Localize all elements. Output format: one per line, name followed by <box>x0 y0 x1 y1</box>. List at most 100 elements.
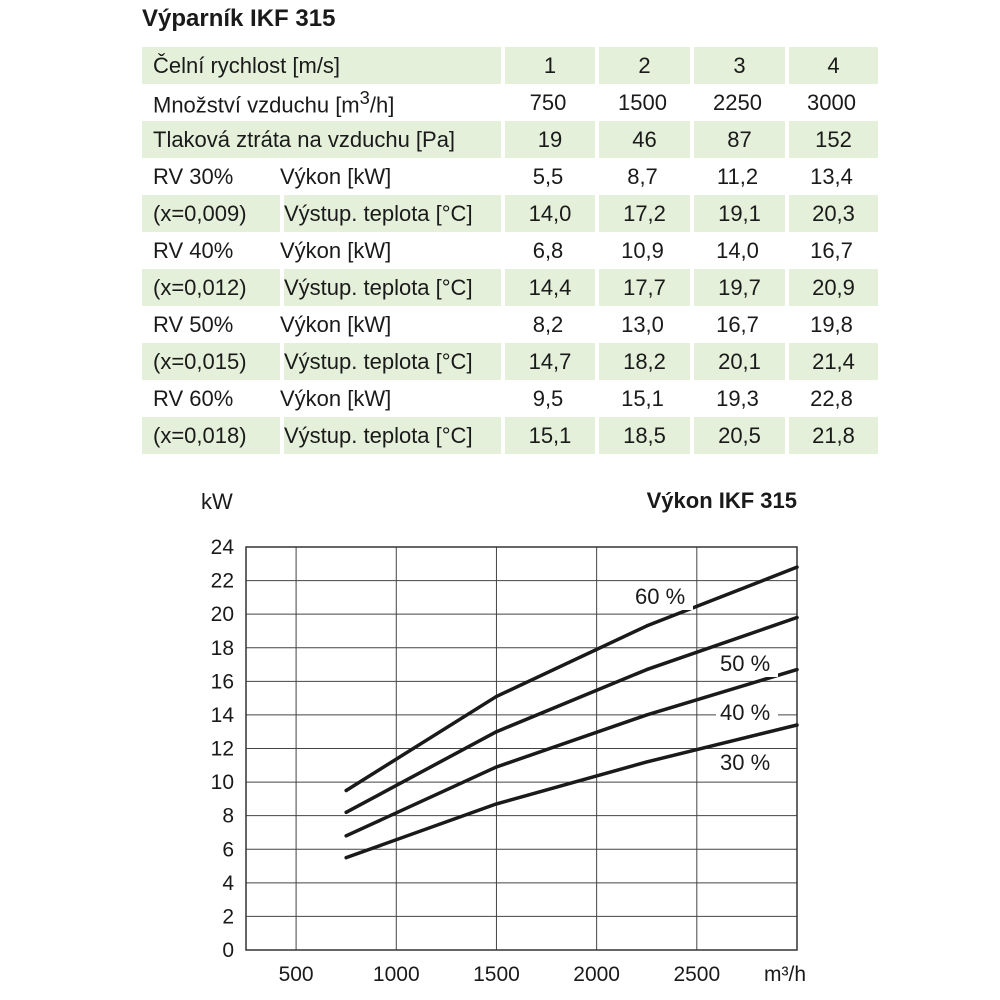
power-label: Výkon [kW] <box>280 237 392 263</box>
table-cell: 750 <box>529 89 567 115</box>
y-tick-label: 10 <box>211 771 234 794</box>
table-cell: 18,2 <box>595 343 690 380</box>
table-cell: 15,1 <box>501 417 595 454</box>
x-tick-label: 2000 <box>573 963 620 986</box>
table-cell: 1 <box>501 47 595 84</box>
row-label-pressure-loss: Tlaková ztráta na vzduchu [Pa] <box>142 121 501 158</box>
table-cell: 4 <box>785 47 878 84</box>
chart-title: Výkon IKF 315 <box>647 488 797 513</box>
table-cell: 16,7 <box>716 311 759 337</box>
table-cell: 15,1 <box>621 385 664 411</box>
data-point <box>795 723 799 727</box>
table-cell: 8,7 <box>627 163 658 189</box>
table-cell: 14,7 <box>501 343 595 380</box>
series-label: 60 % <box>635 584 685 609</box>
table-cell: 6,8 <box>532 237 564 263</box>
table-cell: 14,0 <box>501 195 595 232</box>
y-tick-label: 0 <box>222 939 234 962</box>
y-tick-label: 16 <box>211 670 234 693</box>
table-cell: 9,5 <box>532 385 564 411</box>
table-cell: 46 <box>595 121 690 158</box>
data-point <box>795 667 799 672</box>
data-point <box>645 713 649 717</box>
table-cell: 8,2 <box>532 311 564 337</box>
y-tick-label: 12 <box>211 738 234 761</box>
data-point <box>344 788 348 793</box>
table-row: (x=0,009) Výstup. teplota [°C] 14,0 17,2… <box>142 195 878 232</box>
x-tick-label: 1500 <box>473 963 520 986</box>
y-tick-label: 18 <box>211 637 234 660</box>
table-row: RV 60% Výkon [kW] 9,5 15,1 19,3 22,8 <box>142 380 878 417</box>
rv-label: RV 40% <box>153 237 234 263</box>
table-row: (x=0,018) Výstup. teplota [°C] 15,1 18,5… <box>142 417 878 454</box>
table-cell: 19,3 <box>716 385 759 411</box>
data-point <box>795 615 799 620</box>
table-cell: 3000 <box>807 89 856 115</box>
y-tick-label: 14 <box>211 704 235 727</box>
x-label: (x=0,015) <box>142 343 280 380</box>
data-point <box>795 565 799 569</box>
table-cell: 2 <box>595 47 690 84</box>
table-cell: 13,4 <box>810 163 853 189</box>
data-point <box>494 694 499 699</box>
x-tick-label: 1000 <box>373 963 420 986</box>
table-cell: 19,1 <box>690 195 785 232</box>
temp-label: Výstup. teplota [°C] <box>280 343 501 380</box>
series-line <box>344 615 799 815</box>
table-cell: 21,8 <box>785 417 878 454</box>
series-label: 50 % <box>720 651 770 676</box>
table-cell: 14,0 <box>716 237 759 263</box>
table-row: (x=0,012) Výstup. teplota [°C] 14,4 17,7… <box>142 269 878 306</box>
rv-label: RV 60% <box>153 385 234 411</box>
table-cell: 3 <box>690 47 785 84</box>
series-line <box>344 667 799 838</box>
data-point <box>344 834 348 838</box>
table-cell: 5,5 <box>532 163 564 189</box>
table-cell: 152 <box>785 121 878 158</box>
y-tick-label: 20 <box>211 603 234 626</box>
table-cell: 2250 <box>713 89 762 115</box>
table-cell: 17,2 <box>595 195 690 232</box>
x-label: (x=0,018) <box>142 417 280 454</box>
table-row: RV 40% Výkon [kW] 6,8 10,9 14,0 16,7 <box>142 232 878 269</box>
series-line <box>344 723 799 860</box>
table-cell: 19,7 <box>690 269 785 306</box>
table-cell: 20,5 <box>690 417 785 454</box>
table-cell: 17,7 <box>595 269 690 306</box>
series-label-background <box>716 750 778 776</box>
series-label-background <box>716 651 778 677</box>
data-point <box>344 856 348 860</box>
plot-frame <box>245 546 798 951</box>
x-label: (x=0,012) <box>142 269 280 306</box>
table-cell: 14,4 <box>501 269 595 306</box>
table-row: (x=0,015) Výstup. teplota [°C] 14,7 18,2… <box>142 343 878 380</box>
x-label: (x=0,009) <box>142 195 280 232</box>
table-cell: 21,4 <box>785 343 878 380</box>
table-row: Množství vzduchu [m3/h] 750 1500 2250 30… <box>142 84 878 121</box>
rv-label: RV 30% <box>153 163 234 189</box>
series-label-background <box>716 700 778 726</box>
table-cell: 18,5 <box>595 417 690 454</box>
series-label-background <box>631 584 693 610</box>
row-label-air-volume: Množství vzduchu [m3/h] <box>153 86 395 118</box>
table-row: Čelní rychlost [m/s] 1 2 3 4 <box>142 47 878 84</box>
temp-label: Výstup. teplota [°C] <box>280 269 501 306</box>
spec-table: Čelní rychlost [m/s] 1 2 3 4 Množství vz… <box>142 47 878 454</box>
table-cell: 1500 <box>618 89 667 115</box>
data-point <box>494 730 499 734</box>
table-cell: 20,9 <box>785 269 878 306</box>
series-label: 40 % <box>720 700 770 725</box>
data-point <box>494 802 499 806</box>
data-point <box>494 765 499 769</box>
table-cell: 19,8 <box>810 311 853 337</box>
y-axis-label: kW <box>201 489 233 514</box>
data-point <box>645 624 649 628</box>
document-title: Výparník IKF 315 <box>142 5 336 32</box>
power-label: Výkon [kW] <box>280 385 392 411</box>
table-cell: 20,1 <box>690 343 785 380</box>
y-tick-label: 24 <box>211 536 235 559</box>
table-cell: 11,2 <box>716 163 759 189</box>
table-cell: 19 <box>501 121 595 158</box>
data-point <box>344 810 348 814</box>
